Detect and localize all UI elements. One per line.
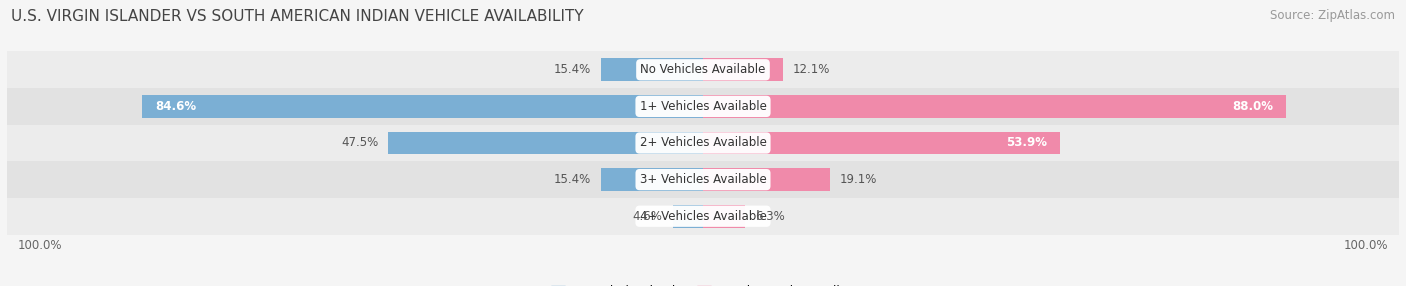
Bar xyxy=(7,125,1399,161)
Text: 6.3%: 6.3% xyxy=(755,210,785,223)
Bar xyxy=(7,198,1399,235)
Text: 4.6%: 4.6% xyxy=(633,210,662,223)
Bar xyxy=(7,88,1399,125)
Text: 84.6%: 84.6% xyxy=(156,100,197,113)
Bar xyxy=(388,132,703,154)
Text: 53.9%: 53.9% xyxy=(1007,136,1047,150)
Bar xyxy=(703,168,830,191)
Bar xyxy=(672,205,703,228)
Bar xyxy=(600,168,703,191)
Text: 19.1%: 19.1% xyxy=(839,173,877,186)
Text: Source: ZipAtlas.com: Source: ZipAtlas.com xyxy=(1270,9,1395,21)
Text: U.S. VIRGIN ISLANDER VS SOUTH AMERICAN INDIAN VEHICLE AVAILABILITY: U.S. VIRGIN ISLANDER VS SOUTH AMERICAN I… xyxy=(11,9,583,23)
Bar xyxy=(703,95,1286,118)
Text: 15.4%: 15.4% xyxy=(554,63,591,76)
Text: 12.1%: 12.1% xyxy=(793,63,831,76)
Text: 4+ Vehicles Available: 4+ Vehicles Available xyxy=(640,210,766,223)
Text: No Vehicles Available: No Vehicles Available xyxy=(640,63,766,76)
Bar xyxy=(703,58,783,81)
Bar xyxy=(7,161,1399,198)
Text: 2+ Vehicles Available: 2+ Vehicles Available xyxy=(640,136,766,150)
Text: 1+ Vehicles Available: 1+ Vehicles Available xyxy=(640,100,766,113)
Bar xyxy=(703,132,1060,154)
Bar xyxy=(600,58,703,81)
Text: 88.0%: 88.0% xyxy=(1232,100,1272,113)
Bar xyxy=(142,95,703,118)
Text: 3+ Vehicles Available: 3+ Vehicles Available xyxy=(640,173,766,186)
Legend: U.S. Virgin Islander, South American Indian: U.S. Virgin Islander, South American Ind… xyxy=(551,285,855,286)
Bar xyxy=(703,205,745,228)
Text: 47.5%: 47.5% xyxy=(342,136,378,150)
Text: 15.4%: 15.4% xyxy=(554,173,591,186)
Bar xyxy=(7,51,1399,88)
